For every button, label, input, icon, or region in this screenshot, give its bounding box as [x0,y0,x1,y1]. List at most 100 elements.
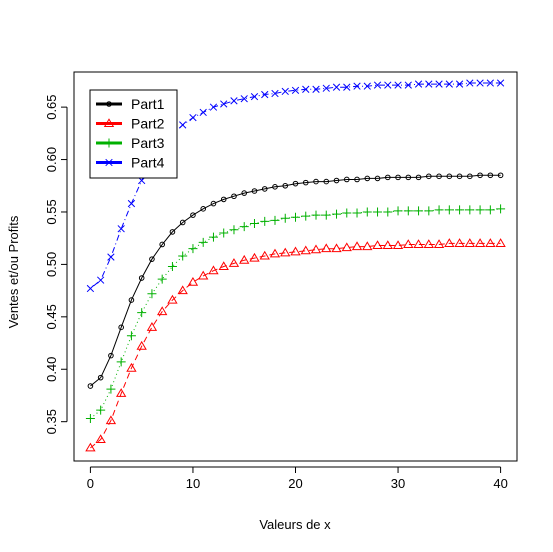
data-point [210,200,217,207]
data-point [426,173,432,180]
data-point [331,243,342,253]
data-point [198,237,208,247]
data-point [352,208,362,218]
data-point [373,81,382,89]
data-point [282,182,289,189]
data-point [394,81,402,89]
series-line [90,82,501,289]
data-point [107,253,115,261]
data-point [321,243,332,253]
data-point [351,241,363,251]
data-point [146,322,158,331]
data-point [106,101,112,107]
data-point [301,211,311,221]
data-point [199,108,207,117]
data-point [425,80,433,88]
data-point [95,434,106,444]
data-point [403,239,414,248]
data-point [332,209,342,219]
data-point [260,216,270,226]
data-point [373,207,383,217]
data-point [208,232,218,242]
series-line [90,208,501,419]
y-tick-label: 0.60 [44,147,59,172]
data-point [311,210,321,220]
data-point [271,89,279,98]
data-point [322,84,330,92]
data-point [496,79,505,87]
data-point [435,80,443,88]
data-point [261,90,269,99]
data-point [250,92,259,101]
data-point [231,193,237,200]
data-point [487,172,494,179]
data-point [455,205,465,215]
data-point [363,82,371,90]
data-point [157,274,167,284]
data-point [187,276,199,286]
y-tick-label: 0.65 [44,94,59,119]
data-point [353,82,361,90]
series-line [90,174,501,387]
data-point [403,206,413,216]
data-point [220,196,227,203]
data-point [323,178,330,185]
data-point [280,247,291,257]
data-point [249,219,259,229]
data-point [362,207,372,217]
data-point [495,238,506,247]
y-tick-label: 0.50 [44,252,59,277]
legend: Part1 Part2 Part3 Part4 [89,89,178,179]
data-point [219,228,229,238]
data-point [270,215,280,225]
data-point [374,175,381,182]
data-point [105,415,117,425]
data-point [444,238,455,247]
data-point [261,186,268,192]
x-tick-label: 30 [391,476,405,491]
data-point [343,176,350,183]
data-point [321,210,331,220]
data-point [342,208,352,218]
data-point [159,241,165,248]
data-point [474,238,486,247]
data-point [117,225,125,233]
data-point [280,213,290,223]
data-point [312,85,320,93]
series-layer [85,79,506,452]
data-point [292,180,299,187]
y-tick-label: 0.35 [44,409,59,434]
data-point [106,384,116,394]
legend-label: Part4 [131,155,165,171]
data-point [424,206,434,216]
axes: 0 10 20 30 40 0.35 0.40 0.45 0.50 0.55 0.60 0.65 [44,71,518,491]
data-point [414,80,423,88]
data-point [415,174,422,181]
data-point [269,248,281,258]
data-point [104,138,114,148]
series-line [90,242,501,449]
data-point [178,251,188,261]
data-point [354,176,360,183]
data-point [251,188,258,194]
x-axis-label: Valeurs de x [259,517,331,532]
data-point [127,199,136,208]
y-axis-label: Ventes et/ou Profits [6,215,21,328]
legend-item: Part3 [96,135,165,151]
series-part3 [85,204,506,424]
data-point [241,190,248,196]
data-point [149,256,155,262]
data-point [467,173,473,180]
data-point [455,80,464,88]
data-point [85,442,96,452]
data-point [291,86,300,95]
legend-label: Part1 [131,96,165,112]
data-point [382,240,393,250]
legend-item: Part4 [96,155,165,171]
data-point [97,276,105,284]
data-point [477,172,483,179]
data-point [465,205,475,215]
data-point [200,206,207,212]
data-point [446,173,453,180]
data-point [167,294,178,304]
